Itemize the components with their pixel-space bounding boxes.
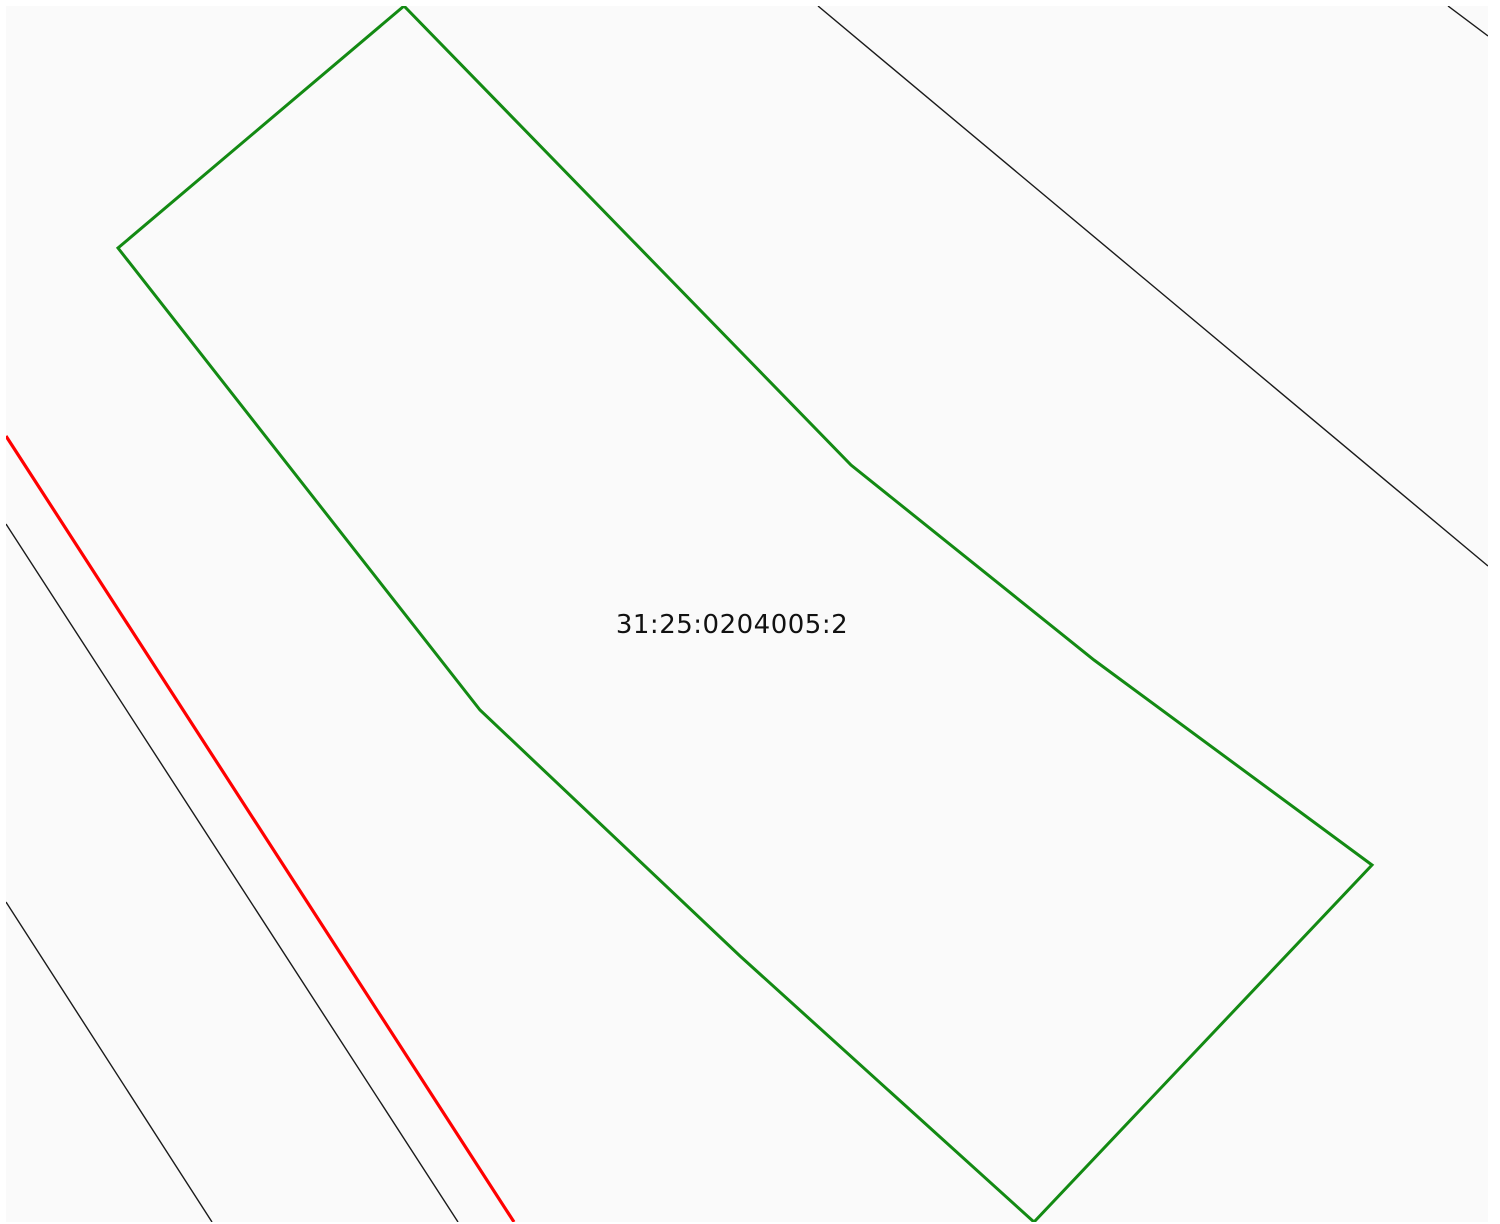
neighbor-line-left-lower bbox=[6, 901, 213, 1222]
map-canvas[interactable]: 31:25:0204005:2 bbox=[6, 6, 1488, 1222]
neighbor-line-top-right bbox=[817, 6, 1488, 567]
map-svg: 31:25:0204005:2 bbox=[6, 6, 1488, 1222]
boundary-line-red bbox=[6, 435, 516, 1222]
parcel-outline[interactable] bbox=[115, 6, 1375, 1222]
neighbor-line-left-upper bbox=[6, 523, 459, 1222]
parcel-label: 31:25:0204005:2 bbox=[616, 610, 848, 640]
neighbor-line-top-corner bbox=[1447, 6, 1488, 37]
